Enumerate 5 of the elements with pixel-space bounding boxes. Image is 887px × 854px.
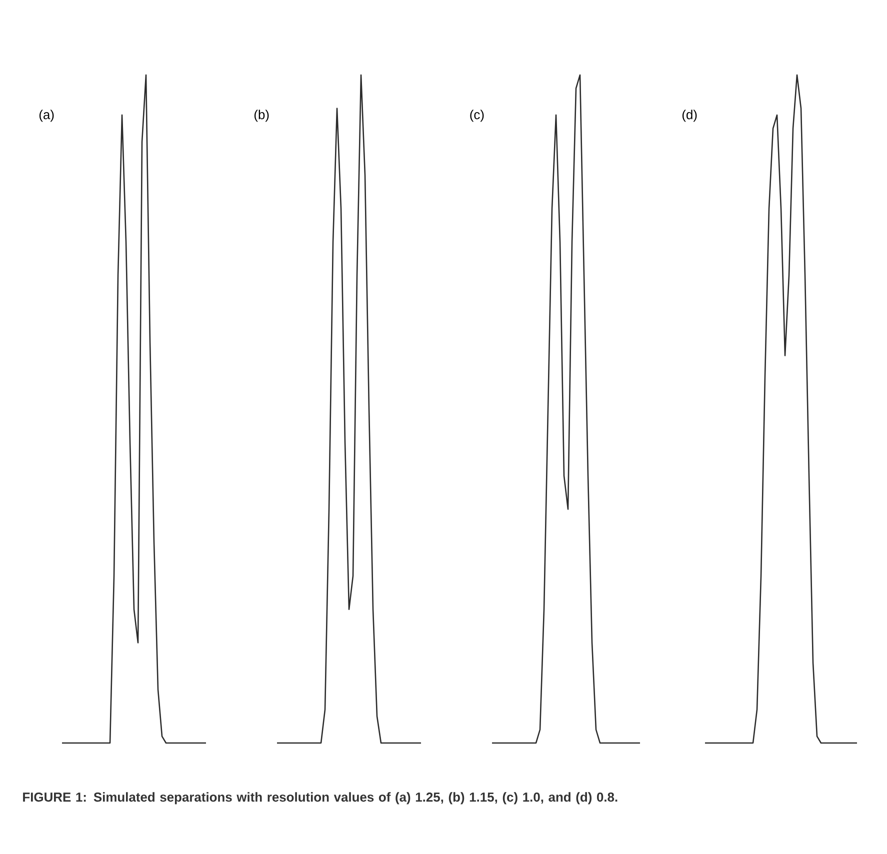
text: FIGURE 1: Simulated separations with resolution values of (a) 1.25, (b) 1.15, (c) 1.0, and (d) 0.8. <box>23 792 618 804</box>
text: (a) <box>39 110 54 122</box>
text: (d) <box>682 110 697 122</box>
text: (b) <box>254 110 269 122</box>
text: (c) <box>470 110 484 122</box>
